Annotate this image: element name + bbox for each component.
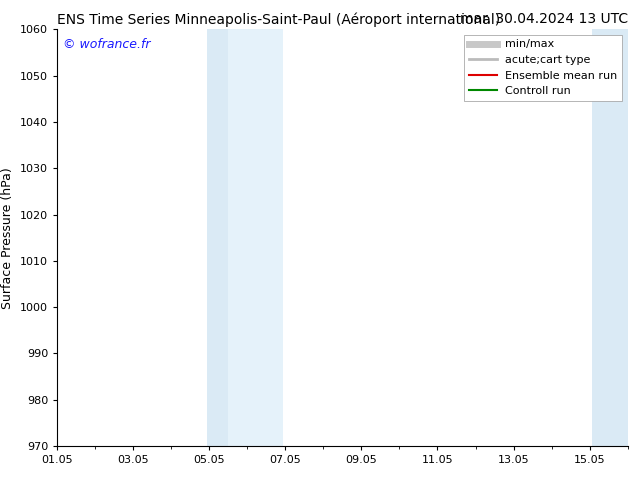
Text: © wofrance.fr: © wofrance.fr [63, 38, 150, 51]
Legend: min/max, acute;cart type, Ensemble mean run, Controll run: min/max, acute;cart type, Ensemble mean … [464, 35, 622, 100]
Text: mar. 30.04.2024 13 UTC: mar. 30.04.2024 13 UTC [460, 12, 628, 26]
Text: ENS Time Series Minneapolis-Saint-Paul (Aéroport international): ENS Time Series Minneapolis-Saint-Paul (… [57, 12, 500, 27]
Y-axis label: Surface Pressure (hPa): Surface Pressure (hPa) [1, 167, 15, 309]
Bar [592, 29, 628, 446]
Bar [207, 29, 228, 446]
Bar [228, 29, 283, 446]
